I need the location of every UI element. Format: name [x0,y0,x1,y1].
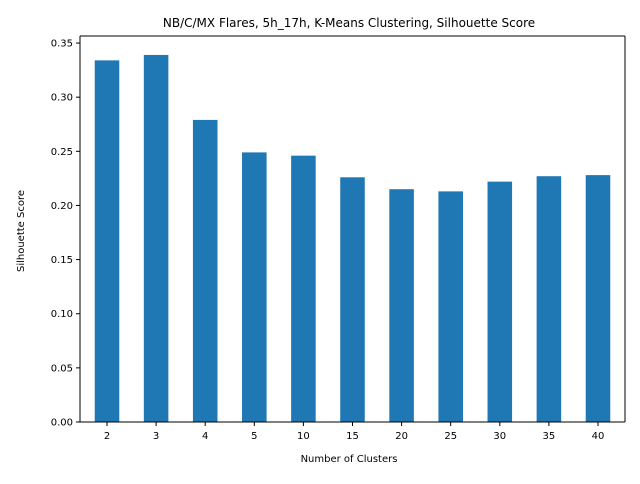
bar-3 [143,54,169,422]
x-tick-label-40: 40 [592,431,605,442]
x-tick-label-35: 35 [543,431,556,442]
bar-40 [585,175,611,422]
y-tick-label-0.25: 0.25 [51,147,73,158]
chart-title: NB/C/MX Flares, 5h_17h, K-Means Clusteri… [163,16,535,30]
y-tick-label-0.00: 0.00 [51,418,73,429]
y-tick-label-0.15: 0.15 [51,255,73,266]
bar-4 [192,119,218,423]
bar-5 [242,152,267,422]
bar-2 [94,60,120,423]
y-tick-label-0.10: 0.10 [51,309,73,320]
x-axis-label: Number of Clusters [301,454,398,465]
y-tick-label-0.05: 0.05 [51,363,73,374]
y-tick-label-0.35: 0.35 [51,39,73,50]
y-tick-label-0.30: 0.30 [51,93,73,104]
plot-area: 2 3 4 5 10 15 20 25 30 35 40 0.00 0.05 0.10 0.15 0.20 0.… [51,35,626,442]
bar-10 [291,155,316,423]
x-tick-label-3: 3 [153,431,159,442]
x-tick-label-25: 25 [444,431,457,442]
bar-25 [438,191,463,422]
x-tick-label-15: 15 [346,431,359,442]
bar-35 [536,176,562,422]
bar-15 [340,177,365,422]
x-tick-label-5: 5 [251,431,257,442]
bar-30 [487,181,513,422]
y-axis-label: Silhouette Score [16,190,27,272]
x-tick-label-10: 10 [297,431,310,442]
x-tick-label-2: 2 [104,431,110,442]
y-tick-label-0.20: 0.20 [51,201,73,212]
x-tick-label-4: 4 [202,431,208,442]
x-tick-label-30: 30 [493,431,506,442]
x-tick-label-20: 20 [395,431,408,442]
bar-20 [389,189,414,422]
